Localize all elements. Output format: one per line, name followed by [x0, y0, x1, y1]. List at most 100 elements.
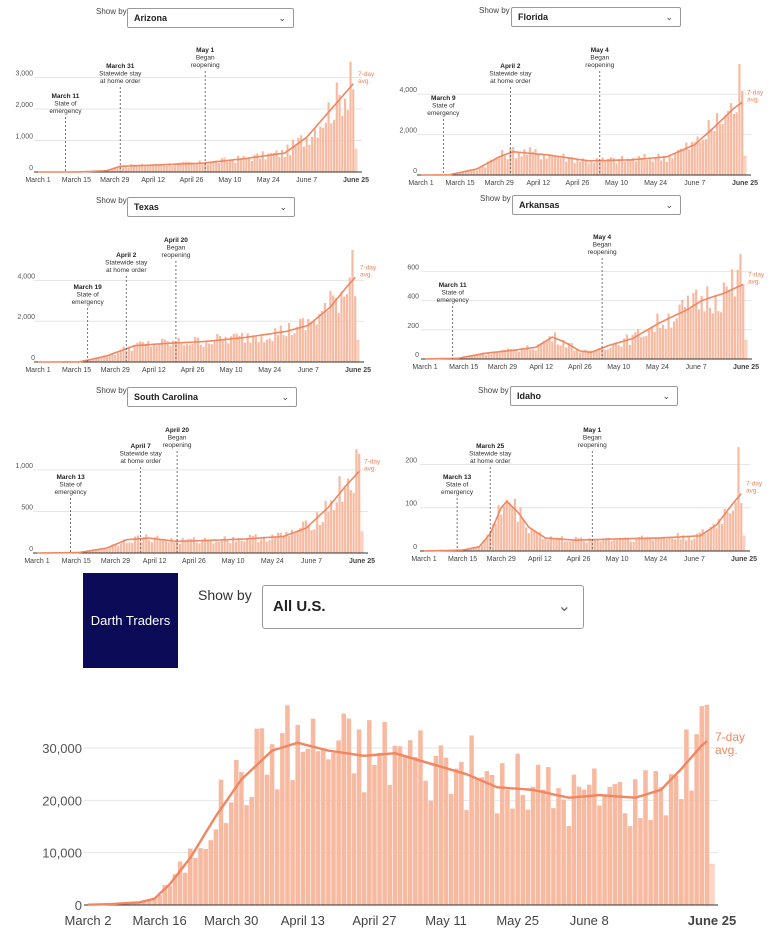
x-tick-label: March 15 [62, 367, 91, 374]
bar [324, 122, 327, 172]
bar [579, 161, 582, 175]
bar [714, 294, 717, 359]
bar [407, 740, 413, 905]
bar [690, 142, 694, 175]
bar [278, 156, 281, 172]
bar [592, 768, 597, 905]
x-tick-label: March 15 [62, 177, 91, 184]
bar [721, 123, 724, 175]
bar [542, 155, 545, 175]
state-select[interactable]: Arizona ⌄ [127, 8, 294, 28]
bar [145, 534, 148, 553]
bar [191, 343, 194, 362]
bar [474, 778, 479, 905]
x-tick-label: March 29 [488, 364, 517, 371]
bar [285, 336, 288, 362]
bar [534, 149, 537, 175]
state-select-value: Arizona [134, 13, 168, 23]
bar [89, 550, 92, 553]
x-tick-label: May 10 [218, 177, 241, 184]
bar [228, 802, 234, 905]
annotation-text: State of [76, 292, 99, 299]
x-tick-label: March 29 [100, 177, 129, 184]
x-tick-label: June 7 [684, 180, 705, 187]
bar [558, 537, 561, 551]
bar [472, 548, 475, 551]
bar [560, 536, 564, 551]
bar [519, 507, 522, 551]
avg-label: 7-day [746, 481, 763, 488]
annotation-text: State of [446, 482, 469, 489]
state-select[interactable]: Florida ⌄ [511, 7, 681, 27]
seven-day-average-line [423, 493, 742, 552]
bar [334, 297, 338, 362]
annotation-text: reopening [163, 442, 192, 449]
region-select[interactable]: All U.S. ⌄ [262, 585, 584, 629]
bar [301, 318, 304, 362]
bar [633, 779, 638, 905]
bar [694, 734, 699, 905]
bar [250, 161, 253, 172]
state-select[interactable]: Texas ⌄ [127, 197, 295, 217]
y-tick-label: 200 [405, 457, 417, 464]
bar [187, 161, 190, 172]
bar [646, 160, 649, 175]
bar [735, 112, 738, 175]
bar [238, 335, 241, 362]
x-tick-label: April 27 [352, 913, 396, 928]
bar [580, 537, 583, 551]
bar [645, 335, 648, 359]
y-tick-label: 400 [407, 294, 419, 301]
bar [478, 167, 481, 175]
bar [355, 449, 358, 553]
chevron-down-icon: ⌄ [557, 598, 571, 615]
x-tick-label: June 7 [296, 177, 317, 184]
bar [549, 536, 552, 551]
state-select[interactable]: Arkansas ⌄ [512, 195, 681, 215]
bar [542, 340, 546, 359]
bar [722, 282, 725, 359]
bar [135, 165, 138, 172]
bar [190, 162, 193, 172]
bar [621, 538, 624, 551]
y-tick-label: 2,000 [17, 314, 35, 321]
bar [335, 82, 338, 172]
bar [500, 150, 504, 175]
bar [144, 343, 147, 362]
bar [673, 775, 679, 905]
bar [220, 541, 224, 553]
bar [248, 534, 252, 553]
bar [330, 123, 333, 172]
bar [601, 348, 604, 359]
x-tick-label: March 16 [133, 913, 187, 928]
bar [111, 544, 114, 553]
bar [724, 115, 727, 175]
bar [473, 355, 476, 359]
bar [128, 542, 131, 553]
bar [720, 312, 723, 359]
bar [486, 534, 489, 551]
bar [204, 537, 207, 553]
y-tick-label: 3,000 [15, 70, 33, 77]
bar [321, 311, 324, 362]
bar [173, 165, 177, 172]
bar [152, 165, 155, 172]
bar [94, 358, 98, 362]
annotation-text: State of [441, 290, 464, 297]
bar [177, 337, 180, 362]
bar [293, 533, 296, 553]
bar [504, 350, 507, 359]
bar [483, 539, 486, 551]
bar [154, 163, 157, 172]
bar [623, 338, 626, 359]
bar [537, 154, 540, 175]
bar [649, 537, 652, 551]
state-select[interactable]: Idaho ⌄ [510, 386, 678, 406]
bar [718, 518, 721, 551]
bar [111, 353, 114, 362]
state-select[interactable]: South Carolina ⌄ [127, 387, 297, 407]
bar [141, 163, 144, 172]
seven-day-average-line [37, 470, 360, 554]
bar [228, 159, 231, 172]
bar [179, 162, 182, 172]
